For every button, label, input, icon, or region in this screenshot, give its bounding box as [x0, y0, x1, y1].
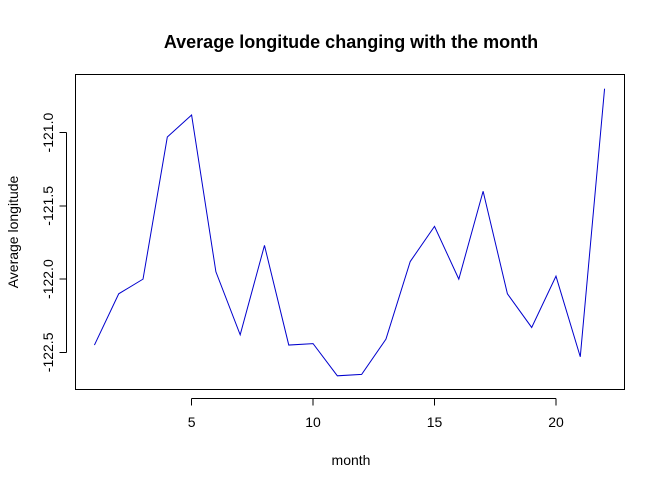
- y-tick-label: -121.5: [40, 186, 56, 226]
- y-tick-label: -122.0: [40, 259, 56, 299]
- series-line: [93, 88, 606, 377]
- y-axis: -122.5 -122.0 -121.5 -121.0: [40, 113, 67, 372]
- x-axis: 5 10 15 20: [188, 398, 564, 430]
- x-tick-label: 15: [427, 414, 443, 430]
- x-axis-label: month: [332, 452, 371, 468]
- plot-area-border: [75, 74, 625, 390]
- y-axis-label: Average longitude: [5, 175, 21, 288]
- x-tick-label: 20: [548, 414, 564, 430]
- y-tick-label: -121.0: [40, 113, 56, 153]
- x-tick-label: 5: [188, 414, 196, 430]
- chart-title: Average longitude changing with the mont…: [164, 32, 538, 52]
- series-layer: [93, 88, 606, 377]
- y-tick-label: -122.5: [40, 332, 56, 372]
- x-tick-label: 10: [305, 414, 321, 430]
